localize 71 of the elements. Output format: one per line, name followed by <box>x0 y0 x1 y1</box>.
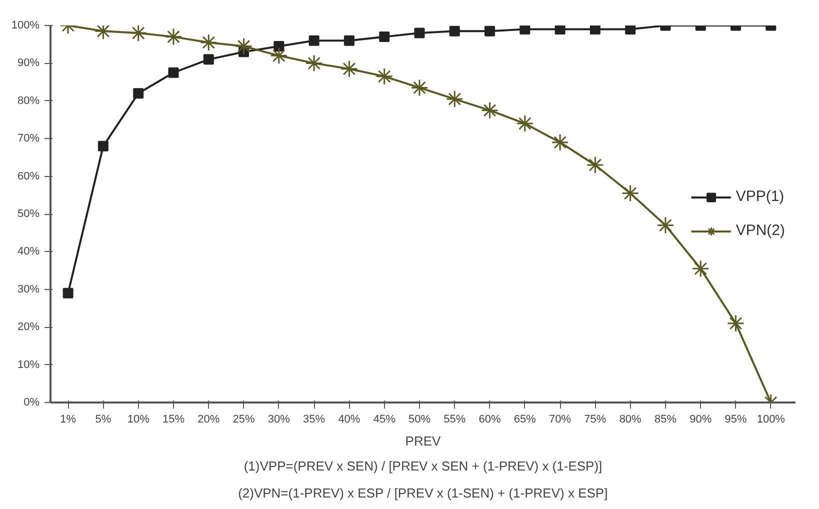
legend-label: VPN(2) <box>736 222 785 239</box>
point <box>484 26 496 36</box>
point <box>551 134 569 152</box>
x-tick-label: 75% <box>584 414 606 426</box>
y-tick-label: 50% <box>17 208 40 220</box>
point <box>449 26 460 36</box>
y-tick-label: 70% <box>17 132 40 145</box>
x-tick-label: 50% <box>408 414 431 426</box>
point <box>274 40 284 52</box>
point <box>133 88 144 99</box>
x-tick-label: 40% <box>338 414 360 426</box>
x-tick-label: 15% <box>162 414 185 426</box>
x-tick-label: 95% <box>724 414 747 426</box>
x-tick-label: 100% <box>756 414 786 426</box>
point <box>344 35 354 46</box>
point <box>98 140 108 152</box>
point <box>305 54 323 72</box>
point <box>203 54 214 65</box>
point <box>625 26 636 35</box>
x-tick-label: 80% <box>619 414 642 426</box>
text: (1)VPP=(PREV x SEN) / [PREV x SEN + (1-PREV) x (1-ESP)] <box>244 458 602 474</box>
point <box>410 78 428 96</box>
y-tick-label: 0% <box>24 396 40 408</box>
text: (2)VPN=(1-PREV) x ESP / [PREV x (1-SEN) + (1-PREV) x ESP] <box>238 486 608 500</box>
point <box>446 90 464 108</box>
x-tick-label: 20% <box>198 414 220 426</box>
x-tick-label: 45% <box>373 414 396 426</box>
x-tick-label: 85% <box>654 414 677 426</box>
y-tick-label: 60% <box>17 170 40 182</box>
x-tick-label: 1% <box>60 414 76 426</box>
point <box>586 156 604 174</box>
x-tick-label: 90% <box>690 414 712 426</box>
point <box>481 102 499 120</box>
point <box>62 288 74 298</box>
x-tick-label: 30% <box>268 414 290 426</box>
point <box>590 26 600 35</box>
y-tick-label: 10% <box>17 358 40 371</box>
point <box>727 314 745 332</box>
x-tick-label: 10% <box>127 414 150 426</box>
x-tick-label: 70% <box>549 414 572 426</box>
point <box>692 260 710 278</box>
y-tick-label: 20% <box>17 321 40 334</box>
point <box>554 26 566 35</box>
x-tick-label: 5% <box>95 414 112 426</box>
point <box>376 68 394 86</box>
point <box>520 26 530 35</box>
y-tick-label: 90% <box>17 57 40 70</box>
x-tick-label: 25% <box>232 414 256 426</box>
point <box>340 60 358 78</box>
x-tick-label: 55% <box>444 414 466 426</box>
point <box>168 67 179 78</box>
y-tick-label: 30% <box>17 283 40 296</box>
y-tick-label: 100% <box>11 20 40 32</box>
point <box>622 184 640 202</box>
point <box>379 32 390 42</box>
point <box>130 26 148 42</box>
point <box>656 216 674 234</box>
x-axis-title: PREV <box>405 434 442 448</box>
y-tick-label: 40% <box>17 246 40 258</box>
point <box>516 114 534 132</box>
x-tick-label: 60% <box>478 414 501 426</box>
point <box>200 34 218 52</box>
point <box>235 37 253 55</box>
point <box>164 28 182 46</box>
y-tick-label: 80% <box>17 94 40 107</box>
x-tick-label: 65% <box>514 414 536 426</box>
point <box>270 46 288 64</box>
point <box>414 28 425 38</box>
legend-label: VPP(1) <box>736 188 784 205</box>
point <box>308 35 320 46</box>
x-tick-label: 35% <box>303 414 326 426</box>
